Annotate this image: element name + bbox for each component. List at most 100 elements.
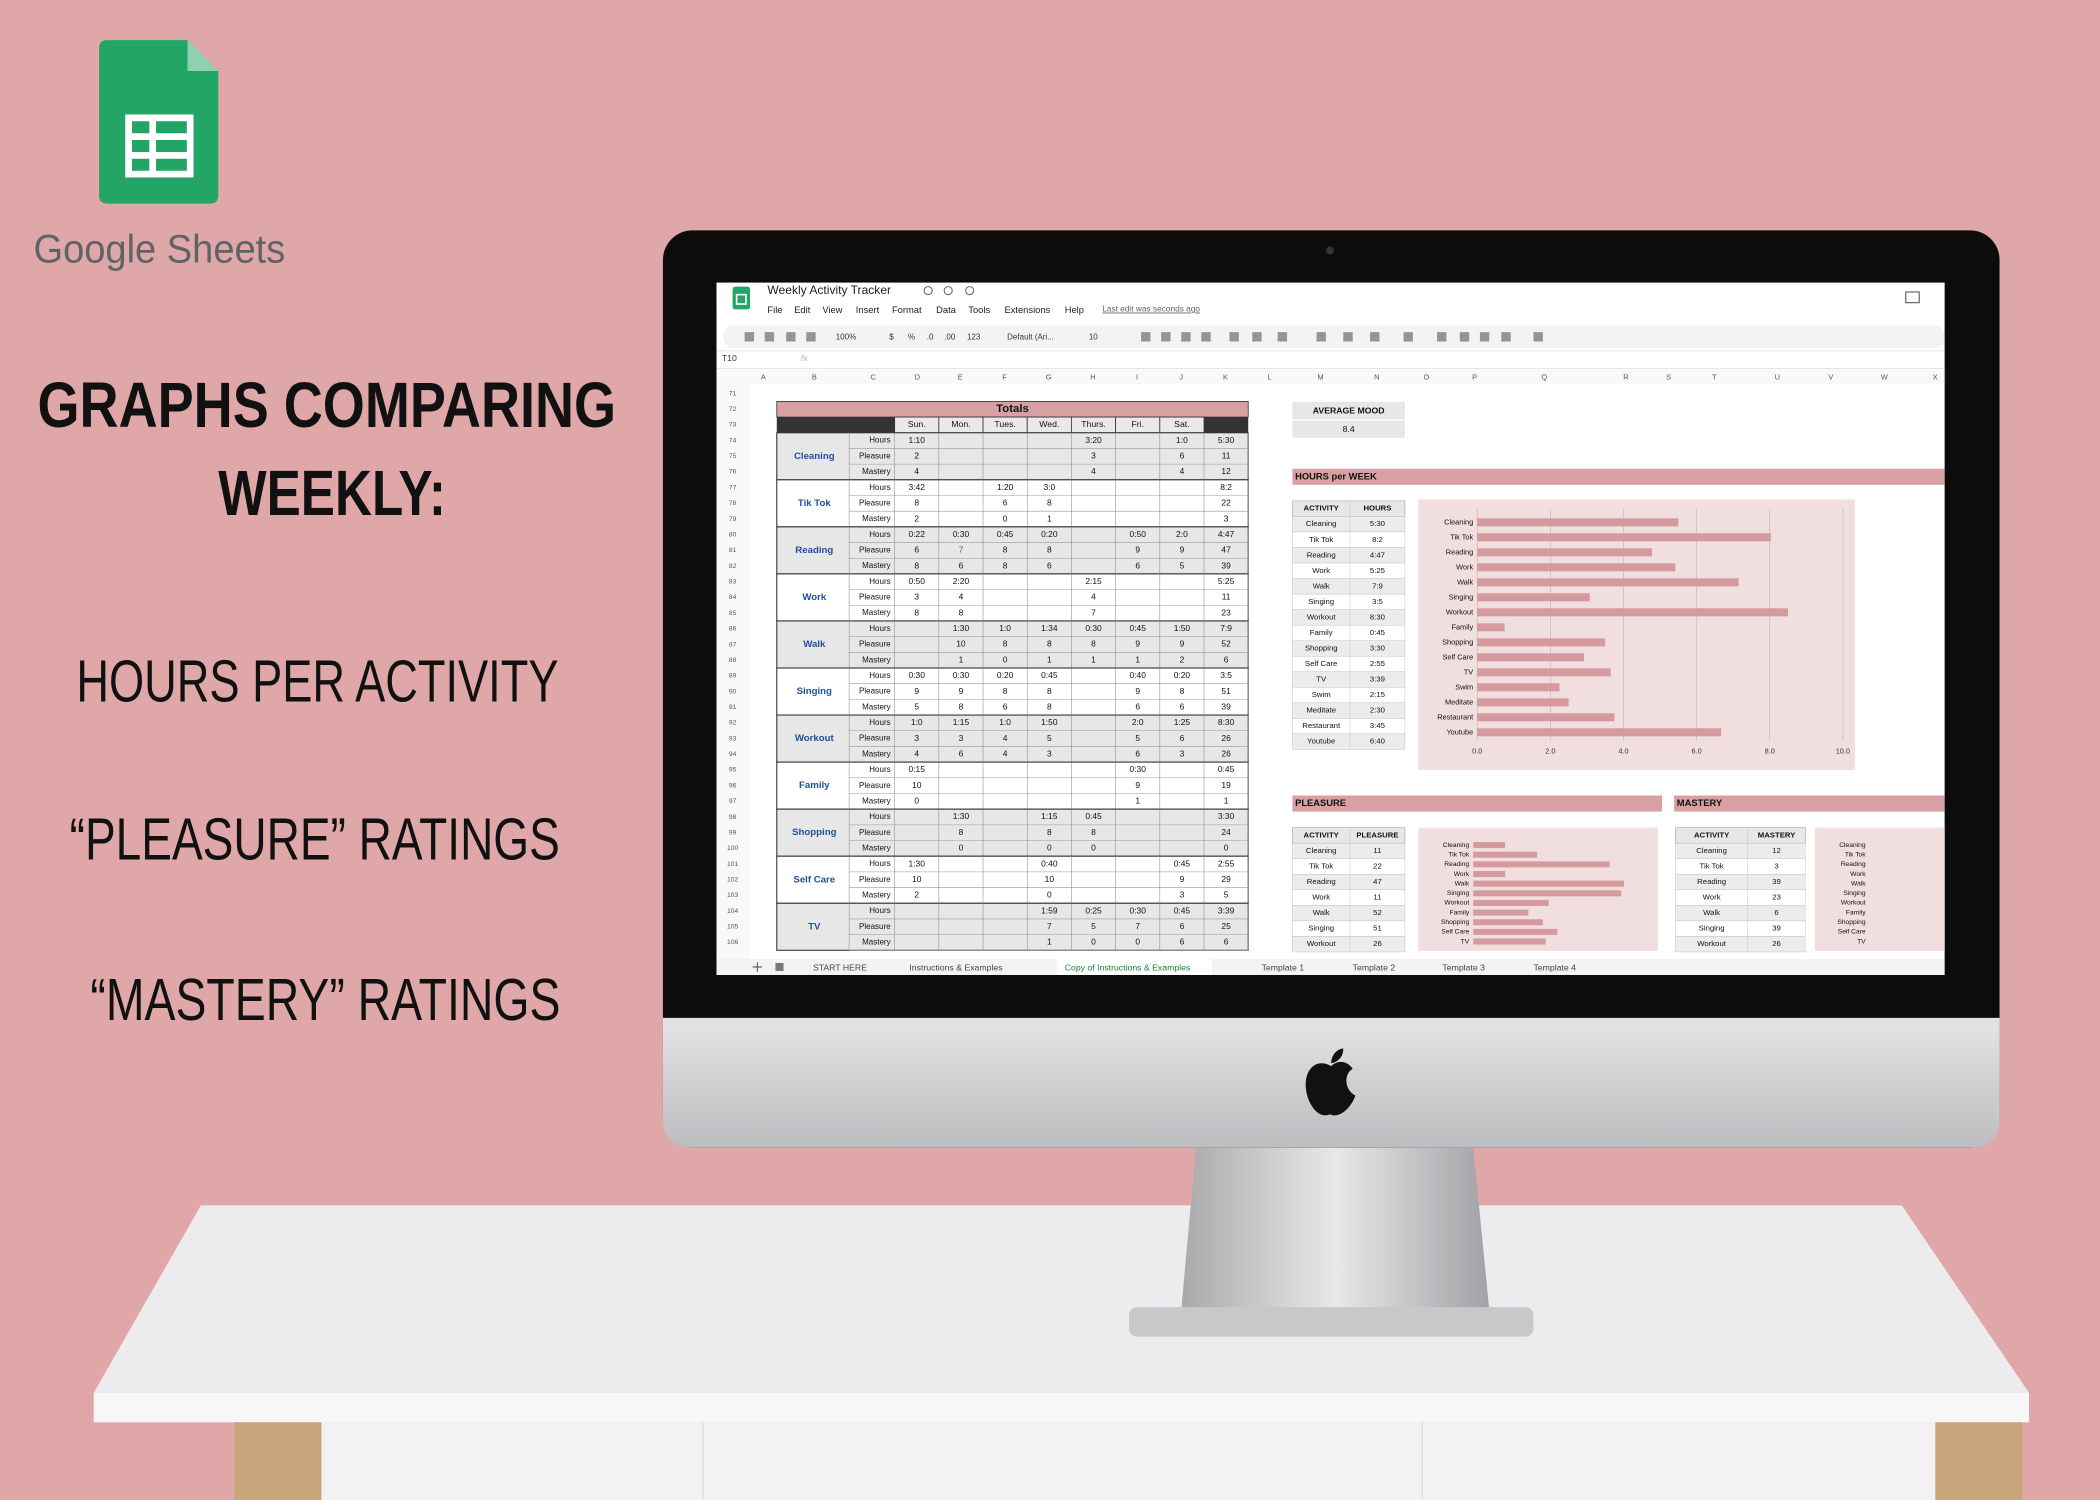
cell-value: 3:20	[1085, 435, 1102, 445]
column-header: A	[761, 373, 766, 382]
table-cell: Singing	[1308, 924, 1334, 933]
desk-top	[93, 1205, 2030, 1393]
cell-value: 6	[959, 749, 964, 759]
table-cell: Reading	[1307, 877, 1336, 886]
metric-label: Mastery	[862, 749, 891, 758]
monitor-stand	[1181, 1147, 1490, 1310]
cell-value: 9	[1135, 545, 1140, 555]
cell-value: 0:20	[1041, 529, 1058, 539]
bar	[1473, 861, 1610, 868]
cell-value: 4	[914, 466, 919, 476]
table-cell: Singing	[1308, 597, 1334, 606]
table-row	[1292, 733, 1406, 750]
category-label: Singing	[1843, 890, 1866, 897]
bar	[1477, 518, 1679, 527]
cell-value: 6	[1003, 498, 1008, 508]
cell-value: 1:0	[999, 717, 1011, 727]
cell-value: 6	[1180, 937, 1185, 947]
table-cell: Walk	[1703, 908, 1720, 917]
toolbar-icon	[1533, 332, 1543, 342]
category-label: Workout	[1444, 900, 1469, 907]
cell-value: 3	[914, 592, 919, 602]
activity-name: Shopping	[792, 827, 836, 838]
cell-value: 0:45	[1130, 623, 1147, 633]
day-header-dark	[1204, 417, 1249, 433]
metric-label: Hours	[869, 812, 890, 821]
table-cell: TV	[1316, 675, 1327, 684]
toolbar-item: 123	[967, 333, 981, 342]
table-row	[1675, 920, 1806, 937]
table-cell: 26	[1772, 939, 1781, 948]
cell-value: 0:30	[1130, 764, 1147, 774]
menu-item: Tools	[968, 305, 990, 315]
category-label: Self Care	[1443, 652, 1474, 661]
row-header: 103	[727, 892, 738, 899]
day-header: Fri.	[1131, 419, 1144, 429]
row-header: 89	[729, 673, 737, 680]
section-header	[1674, 795, 1945, 812]
table-cell: 26	[1373, 939, 1382, 948]
column-header: M	[1317, 373, 1323, 382]
toolbar-item: 100%	[836, 333, 857, 342]
column-header: C	[871, 373, 877, 382]
sheet-tab[interactable]: Instructions & Examples	[909, 963, 1003, 973]
total-value: 5	[1224, 890, 1229, 900]
category-label: Reading	[1841, 861, 1866, 868]
add-sheet-icon[interactable]	[752, 962, 763, 972]
cell-value: 5	[914, 701, 919, 711]
sheet-tab[interactable]: Template 1	[1262, 963, 1305, 973]
category-label: Work	[1454, 871, 1470, 878]
metric-label: Hours	[869, 765, 890, 774]
day-header-dark	[776, 417, 895, 433]
cell-value: 0	[1135, 937, 1140, 947]
bar	[1477, 638, 1606, 647]
sheet-tab[interactable]: Template 3	[1442, 963, 1485, 973]
row-header: 81	[729, 547, 737, 554]
cell-value: 0	[1047, 843, 1052, 853]
metric-label: Mastery	[862, 608, 891, 617]
cell-value: 1	[1135, 796, 1140, 806]
cell-value: 1	[1091, 654, 1096, 664]
sheet-tab[interactable]: Template 4	[1533, 963, 1576, 973]
category-label: Family	[1449, 909, 1469, 916]
sheet-list-icon[interactable]	[775, 962, 784, 971]
table-cell: 3	[1774, 862, 1778, 871]
row-header: 94	[729, 751, 737, 758]
cell-value: 0	[914, 796, 919, 806]
metric-label: Hours	[869, 671, 890, 680]
total-value: 3:39	[1218, 905, 1235, 915]
toolbar-item: Default (Ari...	[1007, 333, 1054, 342]
promo-item: “MASTERY” RATINGS	[90, 968, 560, 1033]
cell-value: 0:50	[1130, 529, 1147, 539]
row-header: 91	[729, 704, 737, 711]
row-header: 96	[729, 782, 737, 789]
cell-value: 8	[959, 827, 964, 837]
category-label: Work	[1850, 871, 1866, 878]
promo-heading: GRAPHS COMPARING	[38, 369, 617, 441]
chart-area	[1814, 827, 1945, 951]
column-header: K	[1223, 373, 1228, 382]
toolbar	[723, 325, 1945, 349]
x-tick-label: 8.0	[1765, 746, 1775, 755]
cell-value: 8	[1003, 686, 1008, 696]
cell-value: 0:22	[909, 529, 926, 539]
cell-value: 0	[959, 843, 964, 853]
bar	[1473, 909, 1529, 916]
cell-value: 0:45	[1085, 811, 1102, 821]
title-icon	[943, 286, 953, 296]
cell-value: 10	[956, 639, 966, 649]
bar	[1477, 548, 1653, 557]
metric-label: Hours	[869, 906, 890, 915]
cell-value: 8	[914, 560, 919, 570]
sheet-tab[interactable]: Template 2	[1353, 963, 1396, 973]
table-cell: Walk	[1313, 581, 1330, 590]
table-cell: 3:5	[1372, 597, 1383, 606]
total-value: 2:55	[1218, 858, 1235, 868]
row-header: 73	[729, 422, 737, 429]
metric-label: Hours	[869, 530, 890, 539]
table-header-text: ACTIVITY	[1694, 830, 1730, 839]
sheet-tab[interactable]: START HERE	[813, 963, 867, 973]
sheet-tab[interactable]: Copy of Instructions & Examples	[1065, 963, 1191, 973]
cell-value: 7	[1047, 921, 1052, 931]
activity-name: Tik Tok	[798, 498, 831, 509]
